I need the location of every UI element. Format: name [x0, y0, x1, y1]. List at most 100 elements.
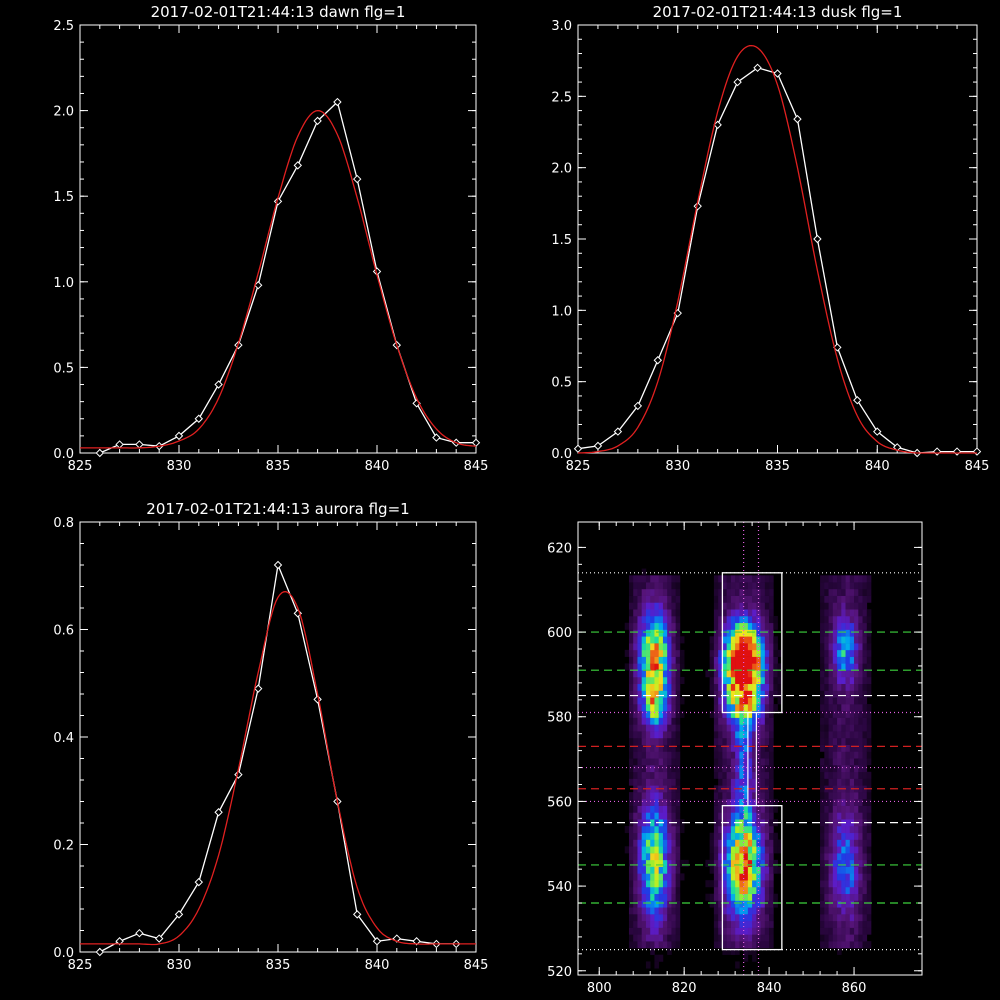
heatmap-cell — [658, 690, 664, 698]
heatmap-cell — [667, 744, 672, 752]
heatmap-cell — [730, 853, 736, 861]
heatmap-cell — [828, 656, 834, 664]
heatmap-cell — [854, 765, 859, 773]
heatmap-cell — [718, 934, 723, 942]
heatmap-cell — [650, 914, 655, 922]
data-point-diamond — [372, 937, 382, 946]
heatmap-cell — [671, 798, 676, 806]
heatmap-cell — [645, 575, 651, 583]
heatmap-cell — [650, 846, 655, 854]
heatmap-cell — [832, 880, 838, 888]
heatmap-cell — [662, 670, 668, 678]
heatmap-cell — [752, 907, 757, 915]
heatmap-cell — [832, 602, 838, 610]
heatmap-cell — [747, 941, 753, 949]
heatmap-cell — [832, 907, 838, 915]
heatmap-cell — [735, 744, 740, 752]
heatmap-cell — [667, 825, 672, 834]
heatmap-cell — [769, 886, 774, 895]
heatmap-cell — [752, 683, 757, 691]
heatmap-cell — [735, 737, 740, 745]
heatmap-cell — [718, 615, 723, 624]
heatmap-cell — [713, 731, 719, 739]
heatmap-cell — [675, 900, 681, 908]
heatmap-cell — [752, 825, 757, 834]
heatmap-cell — [752, 778, 757, 786]
heatmap-cell — [675, 704, 681, 712]
heatmap-cell — [722, 873, 727, 881]
heatmap-cell — [726, 629, 732, 637]
heatmap-cell — [650, 649, 655, 657]
heatmap-cell — [858, 900, 863, 908]
heatmap-cell — [743, 880, 749, 888]
heatmap-cell — [713, 737, 719, 745]
heatmap-cell — [743, 683, 749, 691]
heatmap-cell — [650, 947, 655, 955]
heatmap-cell — [845, 839, 851, 847]
heatmap-cell — [858, 785, 863, 793]
y-tick-labels: 0.00.20.40.60.8 — [53, 516, 476, 961]
heatmap-cell — [760, 744, 766, 752]
heatmap-cell — [832, 866, 838, 874]
heatmap-cell — [743, 927, 749, 935]
heatmap-cell — [743, 656, 749, 664]
heatmap-cell — [641, 805, 647, 813]
heatmap-cell — [722, 934, 727, 942]
heatmap-cell — [633, 778, 638, 786]
heatmap-cell — [747, 690, 753, 698]
heatmap-cell — [769, 744, 774, 752]
heatmap-cell — [662, 785, 668, 793]
heatmap-cell — [747, 670, 753, 678]
heatmap-cell — [718, 595, 723, 603]
heatmap-cell — [675, 825, 681, 834]
heatmap-cell — [837, 846, 842, 854]
heatmap-cell — [777, 663, 783, 671]
heatmap-cell — [718, 697, 723, 705]
heatmap-cell — [832, 900, 838, 908]
heatmap-cell — [675, 758, 681, 766]
heatmap-cell — [671, 792, 676, 800]
heatmap-cell — [654, 920, 659, 928]
y-tick-label: 520 — [547, 965, 572, 980]
heatmap-cell — [722, 853, 727, 861]
heatmap-cell — [858, 859, 863, 867]
heatmap-cell — [667, 636, 672, 644]
heatmap-cell — [777, 670, 783, 678]
heatmap-cell — [866, 717, 872, 725]
heatmap-cell — [764, 873, 770, 881]
heatmap-cell — [756, 697, 761, 705]
heatmap-cell — [820, 893, 825, 901]
heatmap-cell — [845, 941, 851, 949]
heatmap-cell — [650, 853, 655, 861]
heatmap-cell — [752, 717, 757, 725]
heatmap-cell — [722, 656, 727, 664]
heatmap-cell — [628, 825, 634, 834]
heatmap-cell — [735, 886, 740, 895]
heatmap-cell — [866, 778, 872, 786]
heatmap-cell — [854, 717, 859, 725]
heatmap-cell — [743, 636, 749, 644]
heatmap-cell — [739, 825, 744, 834]
heatmap-cell — [858, 731, 863, 739]
heatmap-cell — [633, 920, 638, 928]
heatmap-cell — [764, 649, 770, 657]
heatmap-cell — [760, 880, 766, 888]
heatmap-cell — [858, 832, 863, 840]
heatmap-cell — [764, 717, 770, 725]
heatmap-cell — [718, 575, 723, 583]
heatmap-cell — [726, 656, 732, 664]
y-tick-label: 580 — [547, 711, 572, 726]
heatmap-cell — [837, 683, 842, 691]
heatmap-cell — [760, 676, 766, 685]
heatmap-cell — [662, 710, 668, 718]
heatmap-cell — [739, 792, 744, 800]
heatmap-cell — [658, 751, 664, 759]
heatmap-cell — [658, 595, 664, 603]
heatmap-cell — [650, 615, 655, 624]
heatmap-cell — [718, 886, 723, 895]
heatmap-cell — [752, 670, 757, 678]
data-point-diamond — [593, 441, 603, 451]
heatmap-cell — [773, 839, 778, 847]
heatmap-cell — [722, 588, 727, 596]
heatmap-cell — [730, 825, 736, 834]
